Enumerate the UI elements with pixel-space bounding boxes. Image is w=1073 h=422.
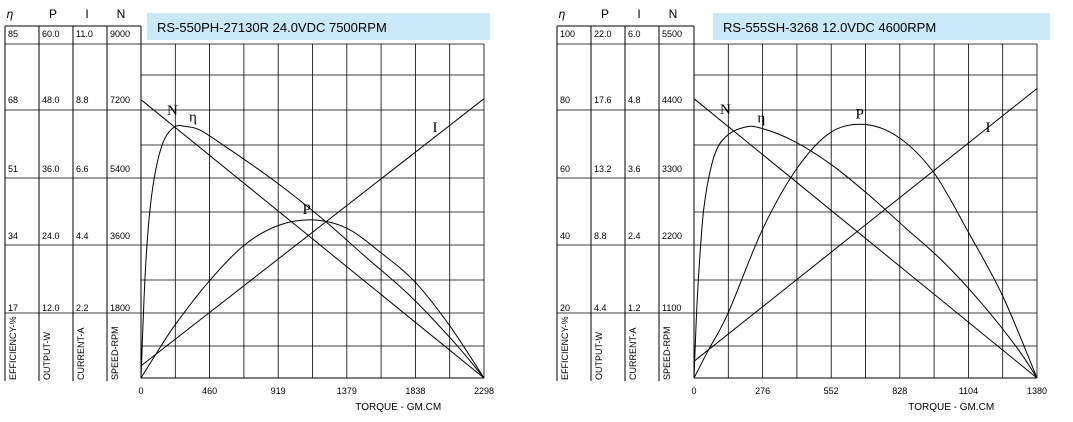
series-line-N	[693, 98, 1038, 379]
tick-label: 7200	[110, 95, 130, 105]
series-label-I: I	[433, 120, 438, 136]
x-axis-label: TORQUE - GM.CM	[355, 402, 441, 413]
chart-panel-1: RS-550PH-27130R 24.0VDC 7500RPM η P I N 17 34 5…	[4, 7, 494, 413]
tick-label: 3.6	[628, 164, 641, 174]
x-tick-label: 460	[202, 386, 217, 396]
series-line-I	[140, 98, 485, 367]
series-label-N: N	[167, 103, 178, 119]
x-tick-label: 552	[824, 386, 839, 396]
tick-label: 40	[560, 231, 570, 241]
tick-label: 100	[560, 29, 575, 39]
series-label-P: P	[856, 106, 864, 122]
tick-label: 85	[8, 29, 18, 39]
axis-label: SPEED-RPM	[662, 326, 672, 380]
tick-label: 3300	[662, 164, 682, 174]
x-tick-label: 919	[271, 386, 286, 396]
axis-label: OUTPUT-W	[42, 332, 52, 380]
axis-label: EFFICIENCY-%	[8, 316, 18, 380]
tick-label: 8.8	[76, 95, 89, 105]
tick-label: 22.0	[594, 29, 612, 39]
tick-label: 12.0	[42, 303, 60, 313]
tick-label: 1800	[110, 303, 130, 313]
tick-label: 3600	[110, 231, 130, 241]
tick-label: 4.4	[76, 231, 89, 241]
series-line-η	[140, 125, 485, 379]
tick-label: 68	[8, 95, 18, 105]
tick-label: 13.2	[594, 164, 612, 174]
tick-label: 80	[560, 95, 570, 105]
axis-header-N: N	[117, 7, 126, 21]
x-tick-label: 1380	[1027, 386, 1047, 396]
axis-label: CURRENT-A	[76, 327, 86, 380]
tick-label: 17	[8, 303, 18, 313]
chart-title-band	[147, 13, 490, 40]
chart-title: RS-555SH-3268 12.0VDC 4600RPM	[723, 20, 936, 35]
tick-label: 8.8	[594, 231, 607, 241]
axis-header-I: I	[85, 7, 88, 21]
tick-label: 1.2	[628, 303, 641, 313]
series-line-I	[693, 88, 1038, 362]
tick-label: 20	[560, 303, 570, 313]
chart-title: RS-550PH-27130R 24.0VDC 7500RPM	[157, 20, 387, 35]
axis-label: SPEED-RPM	[110, 326, 120, 380]
tick-label: 17.6	[594, 95, 612, 105]
tick-label: 24.0	[42, 231, 60, 241]
series-line-η	[693, 125, 1038, 379]
x-tick-label: 1104	[959, 386, 978, 396]
tick-label: 36.0	[42, 164, 60, 174]
plot-grid	[557, 26, 1038, 379]
x-tick-label: 1838	[405, 386, 425, 396]
series-label-η: η	[757, 111, 765, 127]
series-label-P: P	[303, 202, 311, 218]
axis-header-η: η	[559, 7, 566, 21]
series-label-I: I	[986, 120, 991, 136]
axis-header-I: I	[637, 7, 640, 21]
tick-label: 4.8	[628, 95, 641, 105]
x-axis-label: TORQUE - GM.CM	[908, 402, 994, 413]
tick-label: 11.0	[76, 29, 93, 39]
tick-label: 9000	[110, 29, 130, 39]
tick-label: 48.0	[42, 95, 60, 105]
tick-label: 34	[8, 231, 18, 241]
tick-label: 6.0	[628, 29, 641, 39]
axis-label: OUTPUT-W	[594, 332, 604, 380]
tick-label: 5400	[110, 164, 130, 174]
tick-label: 2.4	[628, 231, 641, 241]
tick-label: 4400	[662, 95, 682, 105]
tick-label: 2200	[662, 231, 682, 241]
series-label-N: N	[720, 102, 731, 118]
tick-label: 1100	[662, 303, 681, 313]
series-line-P	[140, 219, 485, 379]
tick-label: 5500	[662, 29, 682, 39]
tick-label: 51	[8, 164, 18, 174]
series-line-N	[140, 99, 485, 379]
axis-header-η: η	[7, 7, 14, 21]
plot-grid	[5, 26, 485, 379]
axis-header-P: P	[49, 7, 57, 21]
x-tick-label: 828	[892, 386, 907, 396]
chart-title-band	[713, 13, 1050, 40]
axis-label: EFFICIENCY-%	[560, 316, 570, 380]
tick-label: 6.6	[76, 164, 89, 174]
axis-header-N: N	[669, 7, 678, 21]
tick-label: 4.4	[594, 303, 607, 313]
x-tick-label: 1379	[337, 386, 357, 396]
chart-panel-2: RS-555SH-3268 12.0VDC 4600RPM η P I N 20 40 60 8…	[556, 7, 1050, 413]
tick-label: 60.0	[42, 29, 60, 39]
series-line-P	[693, 123, 1038, 379]
x-tick-label: 0	[138, 386, 143, 396]
x-tick-label: 2298	[474, 386, 494, 396]
series-label-η: η	[189, 110, 197, 126]
x-tick-label: 0	[691, 386, 696, 396]
tick-label: 2.2	[76, 303, 89, 313]
tick-label: 60	[560, 164, 570, 174]
axis-header-P: P	[601, 7, 609, 21]
x-tick-label: 276	[755, 386, 770, 396]
axis-label: CURRENT-A	[628, 327, 638, 380]
